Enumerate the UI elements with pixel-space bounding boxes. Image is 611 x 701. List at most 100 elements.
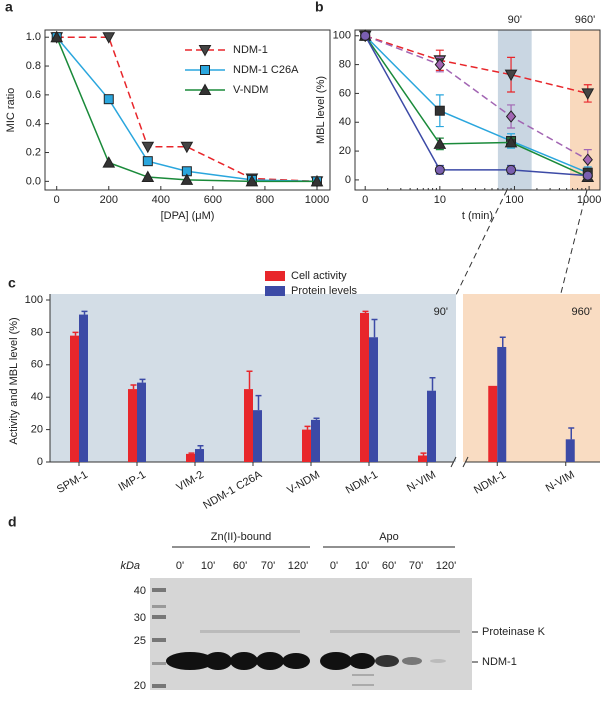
point xyxy=(142,156,153,167)
x-tick-label: NDM-1 xyxy=(344,469,380,497)
y-tick-label: 0.8 xyxy=(26,60,41,72)
point xyxy=(434,58,445,71)
error-bar xyxy=(81,310,88,315)
ladder xyxy=(152,588,166,688)
proteinase-k-bands xyxy=(200,630,460,633)
error-bar xyxy=(255,394,262,411)
lane-label: 60' xyxy=(233,560,247,572)
point xyxy=(102,32,116,44)
point xyxy=(434,105,445,116)
y-axis-label: MBL level (%) xyxy=(315,76,327,144)
error-bar xyxy=(304,425,311,430)
y-tick-label: 80 xyxy=(339,59,351,71)
bar xyxy=(128,389,137,462)
y-tick-label: 80 xyxy=(31,326,43,338)
x-tick-label: 0 xyxy=(362,194,368,206)
point xyxy=(310,174,324,187)
unit-label: kDa xyxy=(120,560,140,572)
y-tick-label: 0.4 xyxy=(26,118,41,130)
y-axis-label: MIC ratio xyxy=(5,88,17,133)
legend-marker xyxy=(200,65,210,75)
error-bar xyxy=(130,384,137,390)
marker-label: 30 xyxy=(134,612,146,624)
lane-label: 0' xyxy=(330,560,338,572)
connector xyxy=(559,189,588,298)
legend-label: V-NDM xyxy=(233,84,268,96)
line xyxy=(364,35,589,174)
y-tick-label: 0 xyxy=(345,174,351,186)
marker-label: 20 xyxy=(134,680,146,692)
line xyxy=(364,35,589,178)
highlight-band xyxy=(570,30,600,190)
group-label: Apo xyxy=(379,531,399,543)
y-tick-label: 60 xyxy=(31,359,43,371)
point xyxy=(245,174,259,187)
y-tick-label: 20 xyxy=(339,145,351,157)
x-tick-label: 10 xyxy=(434,194,446,206)
x-tick-label: VIM-2 xyxy=(175,469,206,494)
bar xyxy=(79,314,88,462)
band-label: Proteinase K xyxy=(482,626,546,638)
lane-label: 120' xyxy=(436,560,456,572)
ndm1-bands xyxy=(166,652,446,686)
legend-label: NDM-1 C26A xyxy=(233,64,299,76)
point xyxy=(581,88,595,100)
x-tick-label: 1000 xyxy=(577,194,601,206)
y-tick-label: 0 xyxy=(37,456,43,468)
x-tick-label: 400 xyxy=(152,194,170,206)
line xyxy=(364,35,588,177)
group-label: Zn(II)-bound xyxy=(211,531,272,543)
plot-frame xyxy=(44,29,331,191)
x-tick-label: N-VIM xyxy=(405,469,438,495)
x-tick-label: 200 xyxy=(100,194,118,206)
error-bar xyxy=(72,331,79,336)
line xyxy=(56,36,318,183)
point xyxy=(141,170,155,183)
lane-label: 120' xyxy=(288,560,308,572)
legend-marker xyxy=(198,45,212,57)
panel-label: d xyxy=(8,514,17,530)
bar xyxy=(565,439,575,462)
point xyxy=(50,30,64,43)
point xyxy=(582,170,593,181)
point xyxy=(505,110,517,123)
error-bar xyxy=(197,445,204,450)
legend-swatch xyxy=(265,271,285,281)
legend-marker xyxy=(198,83,212,95)
bar xyxy=(369,337,378,462)
legend-label: Cell activity xyxy=(291,270,347,282)
y-tick-label: 0.6 xyxy=(26,89,41,101)
panel-label: a xyxy=(5,0,13,15)
line xyxy=(364,35,588,95)
error-bar xyxy=(420,452,427,456)
line xyxy=(364,35,589,161)
bar xyxy=(360,312,369,462)
gel-image xyxy=(150,578,472,690)
lane-label: 0' xyxy=(176,560,184,572)
error-bar xyxy=(499,336,506,347)
bar xyxy=(195,449,204,462)
point xyxy=(582,153,593,167)
y-axis-label: Activity and MBL level (%) xyxy=(8,317,20,444)
x-tick-label: N-VIM xyxy=(544,469,577,495)
bar xyxy=(137,382,146,462)
y-tick-label: 0.2 xyxy=(26,146,41,158)
error-bar xyxy=(313,417,320,420)
y-tick-label: 40 xyxy=(339,116,351,128)
error-bar xyxy=(246,370,253,390)
band-label: 90' xyxy=(508,14,522,26)
y-tick-label: 100 xyxy=(333,30,351,42)
x-tick-label: IMP-1 xyxy=(117,469,148,494)
bar xyxy=(497,346,507,462)
point xyxy=(103,94,114,105)
lane-label: 60' xyxy=(382,560,396,572)
point xyxy=(180,173,194,185)
bar xyxy=(427,390,436,462)
line xyxy=(56,36,318,183)
bar xyxy=(253,410,262,462)
point xyxy=(180,141,194,154)
y-tick-label: 20 xyxy=(31,424,43,436)
x-tick-label: NDM-1 xyxy=(472,469,508,497)
point xyxy=(141,141,155,154)
